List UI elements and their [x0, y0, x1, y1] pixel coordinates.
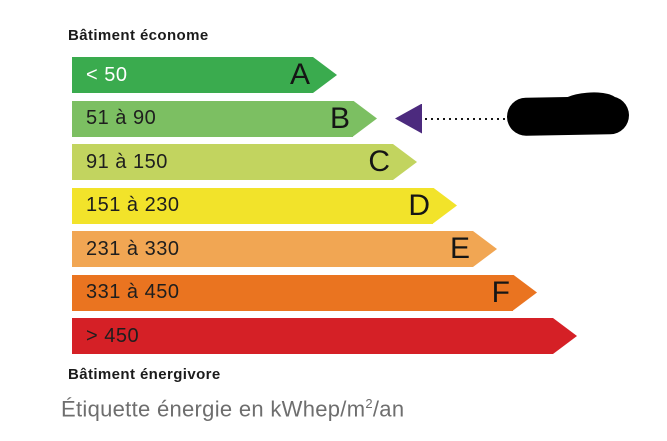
energy-class-bar: 51 à 90 B [72, 100, 353, 137]
bar-range-label: < 50 [86, 63, 128, 86]
energy-class-bar: 231 à 330 E [72, 231, 473, 267]
caption-superscript: 2 [365, 396, 373, 411]
energy-class-row-D: 151 à 230 D [72, 187, 629, 224]
bar-arrow-tip [313, 57, 337, 93]
bar-range-label: 151 à 230 [86, 194, 180, 216]
energy-class-bar: > 450 [72, 318, 553, 354]
bar-range-label: 331 à 450 [86, 281, 180, 303]
bar-range-label: 91 à 150 [86, 150, 168, 173]
bar-range-label: 51 à 90 [86, 107, 157, 129]
energy-class-row-B: 51 à 90 B [72, 95, 630, 137]
bar-arrow-tip [553, 318, 577, 354]
top-label-batiment-econome: Bâtiment économe [68, 27, 209, 44]
energy-class-row-F: 331 à 450 F [72, 274, 629, 311]
energy-class-bar: 91 à 150 C [72, 144, 393, 180]
bar-class-letter: C [368, 145, 390, 178]
chart-caption: Étiquette énergie en kWhep/m2/an [61, 396, 404, 422]
energy-class-bar: 331 à 450 F [72, 274, 513, 311]
dotted-connector-line [425, 117, 505, 120]
redacted-value-blob [506, 95, 630, 136]
energy-class-row-A: < 50 A [72, 57, 629, 93]
bar-class-letter: E [449, 232, 470, 265]
bar-arrow-tip [473, 231, 497, 267]
caption-suffix: /an [372, 396, 405, 422]
energy-class-bar: < 50 A [72, 57, 313, 93]
selected-class-arrow-icon [395, 103, 422, 134]
bar-arrow-tip [433, 187, 457, 224]
bottom-label-batiment-energivore: Bâtiment énergivore [68, 366, 221, 383]
energy-class-row-C: 91 à 150 C [72, 144, 629, 180]
bar-arrow-tip [393, 144, 417, 180]
bar-class-letter: D [408, 188, 430, 222]
bar-arrow-tip [513, 274, 537, 311]
energy-class-row-G: > 450 [72, 318, 629, 354]
bar-arrow-tip [353, 100, 377, 137]
energy-class-bar: 151 à 230 D [72, 187, 433, 224]
bar-class-letter: B [329, 101, 350, 135]
bar-class-letter: F [491, 275, 510, 309]
bar-range-label: 231 à 330 [86, 237, 180, 260]
energy-class-row-E: 231 à 330 E [72, 231, 629, 267]
caption-prefix: Étiquette énergie en kWhep/m [61, 396, 366, 422]
energy-class-bars: < 50 A 51 à 90 B 91 à 150 C 151 à 230 D 231 à 33… [72, 57, 630, 362]
bar-range-label: > 450 [86, 324, 140, 347]
bar-class-letter: A [289, 58, 310, 91]
